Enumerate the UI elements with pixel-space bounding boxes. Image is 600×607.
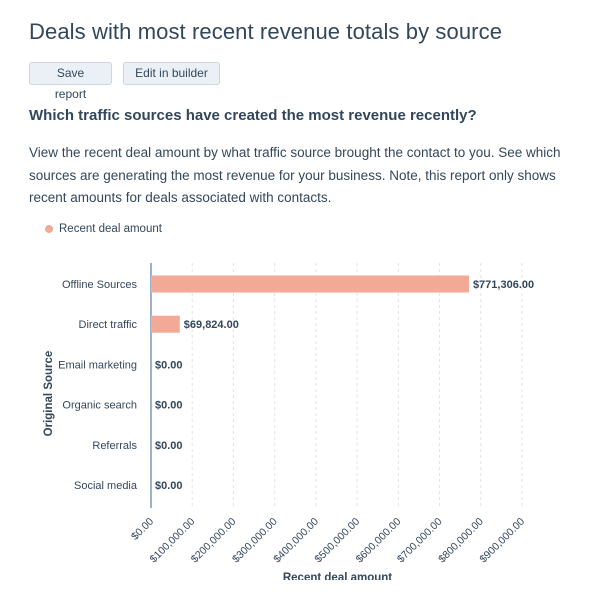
category-label: Offline Sources (62, 279, 138, 291)
data-label: $771,306.00 (473, 279, 534, 291)
category-label: Social media (74, 480, 138, 492)
category-label: Organic search (62, 400, 137, 412)
data-label: $0.00 (155, 480, 183, 492)
edit-in-builder-button[interactable]: Edit in builder (123, 62, 220, 85)
save-report-button[interactable]: Save report (29, 62, 112, 101)
category-label: Email marketing (58, 359, 137, 371)
page-title: Deals with most recent revenue totals by… (29, 19, 503, 44)
y-axis-title: Original Source (43, 351, 55, 437)
bar-chart: Offline Sources $771,306.00 Direct traffic… (43, 263, 534, 580)
category-label: Referrals (92, 440, 137, 452)
x-tick-label: $0.00 (129, 516, 156, 543)
legend-swatch (45, 225, 53, 233)
x-tick-label: $900,000.00 (477, 516, 527, 566)
report-question: Which traffic sources have created the m… (29, 107, 477, 124)
legend-label: Recent deal amount (59, 223, 162, 235)
data-label: $0.00 (155, 440, 183, 452)
x-axis-title: Recent deal amount (283, 572, 392, 580)
bar (151, 315, 180, 333)
data-label: $0.00 (155, 359, 183, 371)
chart-legend[interactable]: Recent deal amount (45, 223, 162, 235)
data-label: $0.00 (155, 400, 183, 412)
bar (151, 275, 469, 293)
category-label: Direct traffic (79, 319, 138, 331)
report-description: View the recent deal amount by what traf… (29, 145, 561, 205)
data-label: $69,824.00 (184, 319, 239, 331)
